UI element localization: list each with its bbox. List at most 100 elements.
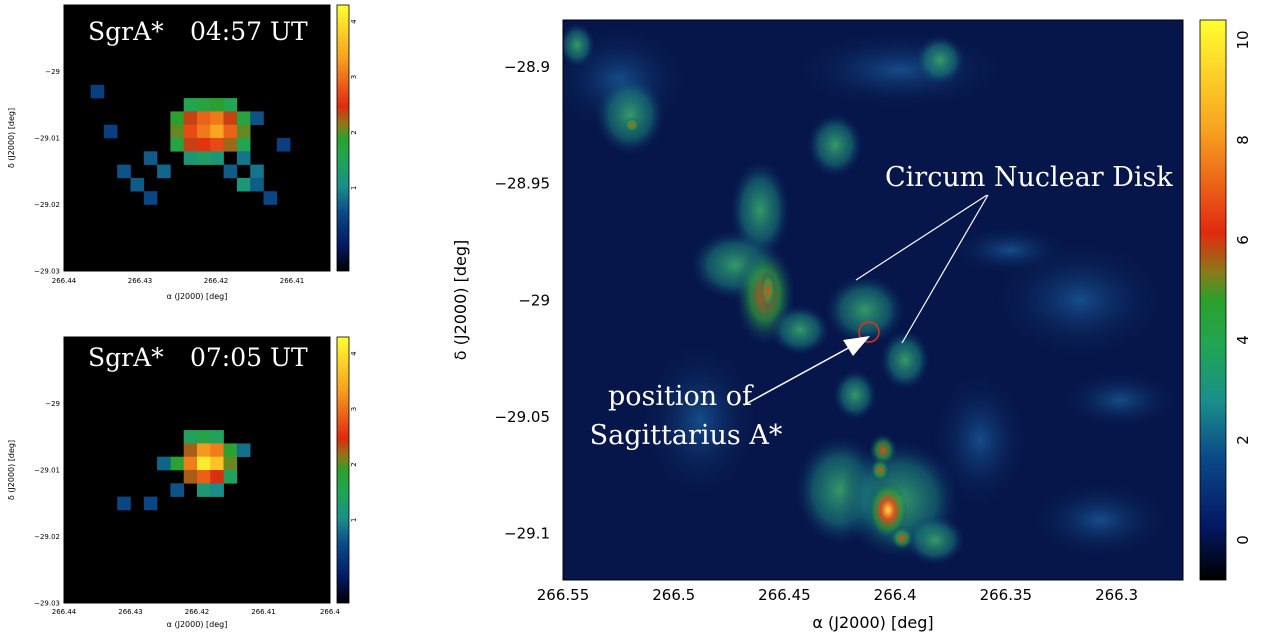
colorbar-tick-label: 4 xyxy=(350,19,358,24)
x-tick-label: 266.43 xyxy=(128,277,153,285)
heatmap-cell xyxy=(276,138,291,152)
heatmap-cell xyxy=(157,164,171,179)
y-axis-label: δ (J2000) [deg] xyxy=(451,240,470,361)
heatmap-cell xyxy=(117,164,131,179)
heatmap-cell xyxy=(236,138,251,152)
heatmap-cell xyxy=(117,496,131,511)
y-tick-label: −29 xyxy=(45,68,60,76)
emission-region xyxy=(825,275,905,345)
x-tick-label: 266.45 xyxy=(758,586,811,604)
panel-time-label: 04:57 UT xyxy=(190,17,308,46)
heatmap-cell xyxy=(210,111,224,125)
colorbar-tick-labels: 1 2 3 4 xyxy=(350,19,358,190)
heatmap-cell xyxy=(197,151,211,165)
y-tick-label: −28.95 xyxy=(494,175,550,193)
panel-bottom-left: SgrA* 07:05 UT 266.44 266.43 266.42 266.41 2… xyxy=(7,336,358,629)
emission-region xyxy=(790,30,1010,110)
y-tick-label: −29.02 xyxy=(34,533,60,541)
y-tick-label: −28.9 xyxy=(504,58,550,76)
colorbar-tick-label: 6 xyxy=(1234,235,1252,245)
annotation-line xyxy=(901,194,989,344)
heatmap-cell xyxy=(210,430,224,444)
heatmap-cell xyxy=(263,191,278,205)
x-tick-label: 266.42 xyxy=(204,277,229,285)
x-tick-label: 266.35 xyxy=(980,586,1033,604)
heatmap-cell xyxy=(210,483,224,497)
emission-region xyxy=(595,75,665,155)
y-axis-label: δ (J2000) [deg] xyxy=(7,440,16,500)
emission-region xyxy=(930,370,1030,510)
heatmap-cell xyxy=(143,191,158,205)
heatmap-cell xyxy=(143,151,158,165)
heatmap-cell xyxy=(183,138,198,152)
heatmap-cell xyxy=(210,98,224,112)
x-tick-label: 266.4 xyxy=(320,608,341,616)
y-tick-label: −29.02 xyxy=(34,201,60,209)
emission-region xyxy=(880,330,930,390)
x-tick-labels: 266.44 266.43 266.42 266.41 xyxy=(52,277,305,285)
heatmap-cell xyxy=(223,443,238,457)
heatmap-cell xyxy=(183,470,198,484)
heatmap-cell xyxy=(223,124,238,139)
heatmap-cell xyxy=(223,470,238,484)
x-tick-label: 266.3 xyxy=(1095,586,1138,604)
y-tick-label: −29 xyxy=(45,400,60,408)
heatmap-cell xyxy=(197,456,211,471)
heatmap-cell xyxy=(170,456,184,471)
panel-main-map: Circum Nuclear Disk position of Sagittar… xyxy=(451,19,1252,632)
heatmap-cell xyxy=(197,483,211,497)
panel-title: SgrA* xyxy=(88,343,164,372)
emission-region xyxy=(905,515,965,565)
heatmap-cell xyxy=(250,164,264,179)
emission-region xyxy=(770,305,830,355)
emission-region xyxy=(563,23,595,67)
heatmap-cell xyxy=(197,124,211,139)
plot-frame xyxy=(63,336,331,604)
y-tick-label: −29 xyxy=(518,291,550,309)
colorbar-tick-labels: 1 2 3 4 xyxy=(350,351,358,522)
y-axis-label: δ (J2000) [deg] xyxy=(7,108,16,168)
x-tick-label: 266.44 xyxy=(52,277,77,285)
heatmap-cell xyxy=(197,138,211,152)
heatmap-cell xyxy=(90,84,105,99)
x-tick-label: 266.5 xyxy=(652,586,695,604)
colorbar xyxy=(336,336,350,604)
heatmap-cell xyxy=(223,111,238,125)
heatmap-cell xyxy=(170,124,184,139)
x-tick-label: 266.44 xyxy=(52,608,77,616)
x-tick-label: 266.41 xyxy=(280,277,305,285)
y-tick-label: −29.01 xyxy=(34,134,60,142)
emission-region xyxy=(807,113,863,177)
heatmap-cell xyxy=(210,138,224,152)
heatmap-cell xyxy=(223,98,238,112)
heatmap-cell xyxy=(143,496,158,511)
y-tick-labels: −28.9 −28.95 −29 −29.05 −29.1 xyxy=(494,58,550,543)
x-axis-label: α (J2000) [deg] xyxy=(167,292,228,301)
heatmap-cells xyxy=(117,430,251,511)
heatmap-cell xyxy=(250,111,264,125)
heatmap-cell xyxy=(183,456,198,471)
heatmap-cell xyxy=(130,177,145,192)
colorbar-tick-label: 2 xyxy=(350,462,358,466)
heatmap-cell xyxy=(197,98,211,112)
y-tick-labels: −29 −29.01 −29.02 −29.03 xyxy=(34,400,60,608)
panel-top-left: SgrA* 04:57 UT 266.44 266.43 266.42 266.41 … xyxy=(7,4,358,301)
emission-core xyxy=(870,458,890,482)
heatmap-cell xyxy=(210,151,224,165)
emission-core xyxy=(869,434,897,466)
x-axis-label: α (J2000) [deg] xyxy=(812,613,933,632)
x-tick-label: 266.43 xyxy=(118,608,143,616)
colorbar-tick-label: 0 xyxy=(1234,535,1252,545)
heatmap-cell xyxy=(210,443,224,457)
heatmap-cell xyxy=(236,111,251,125)
colorbar-tick-label: 4 xyxy=(350,351,358,356)
x-tick-label: 266.4 xyxy=(874,586,917,604)
y-tick-label: −29.03 xyxy=(34,267,60,275)
heatmap-cell xyxy=(210,124,224,139)
heatmap-cell xyxy=(223,456,238,471)
emission-region xyxy=(833,370,877,420)
heatmap-cell xyxy=(157,456,171,471)
heatmap-cell xyxy=(170,138,184,152)
annotation-position-line2: Sagittarius A* xyxy=(590,420,783,451)
x-tick-labels: 266.44 266.43 266.42 266.41 266.4 xyxy=(52,608,341,616)
